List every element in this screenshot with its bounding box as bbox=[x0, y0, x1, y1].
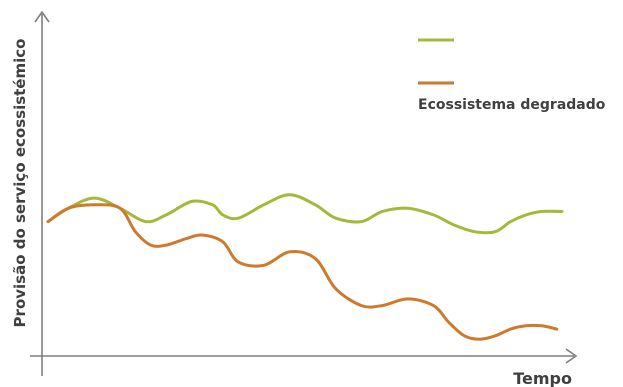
series-line-healthy bbox=[46, 193, 564, 235]
legend-label-degraded: Ecossistema degradado bbox=[418, 97, 606, 113]
y-axis-label: Provisão do serviço ecossistémico bbox=[11, 39, 29, 328]
y-axis-arrow bbox=[34, 10, 50, 23]
x-axis-arrow bbox=[565, 348, 578, 364]
x-axis-label: Tempo bbox=[513, 369, 572, 387]
legend: Ecossistema degradado bbox=[418, 38, 606, 113]
series-line-degraded bbox=[46, 203, 559, 341]
series-layer bbox=[46, 193, 564, 341]
